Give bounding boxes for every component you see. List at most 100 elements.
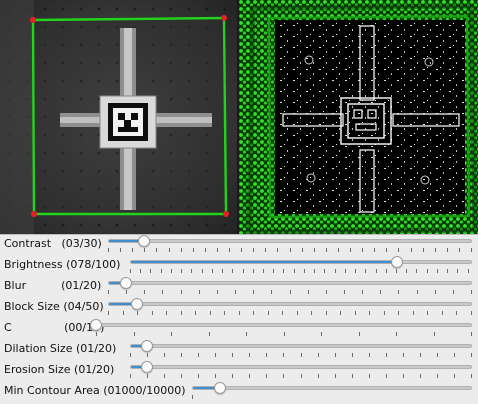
slider-tick: [368, 374, 370, 378]
slider-dilation-size: Dilation Size (01/20): [0, 340, 478, 361]
slider-tick: [232, 269, 234, 273]
slider-track[interactable]: [96, 323, 472, 327]
slider-tick: [471, 374, 472, 378]
slider-tick: [385, 353, 387, 357]
slider-tick: [170, 269, 172, 273]
slider-handle[interactable]: [131, 298, 144, 310]
slider-tick: [253, 311, 255, 315]
slider-tick: [266, 374, 268, 378]
slider-min-contour-area: Min Contour Area (01000/10000): [0, 382, 478, 403]
slider-tick: [351, 353, 353, 357]
slider-handle[interactable]: [90, 319, 102, 331]
slider-tick: [283, 269, 285, 273]
slider-handle[interactable]: [138, 235, 151, 247]
slider-tick: [164, 374, 166, 378]
slider-track[interactable]: [130, 260, 472, 264]
slider-tick: [453, 374, 455, 378]
slider-tick: [180, 311, 182, 315]
slider-tick: [160, 269, 162, 273]
slider-tick: [467, 269, 469, 273]
slider-blur: Blur (01/20): [0, 277, 478, 298]
slider-tick: [133, 332, 135, 336]
slider-tick: [471, 248, 472, 252]
slider-tick: [156, 248, 158, 252]
slider-tick: [334, 353, 336, 357]
slider-tick: [313, 248, 315, 252]
slider-c: C (00/10): [0, 319, 478, 340]
slider-tick: [296, 311, 298, 315]
slider-tick: [249, 374, 251, 378]
slider-contrast: Contrast (03/30): [0, 235, 478, 256]
slider-tick: [398, 248, 400, 252]
slider-ticks: [192, 395, 472, 400]
slider-tick: [300, 374, 302, 378]
slider-handle[interactable]: [141, 340, 154, 352]
slider-tick: [354, 311, 356, 315]
slider-tick: [300, 353, 302, 357]
slider-tick: [180, 248, 182, 252]
slider-tick: [402, 353, 404, 357]
slider-tick: [246, 332, 247, 336]
slider-tick: [457, 269, 459, 273]
slider-tick: [358, 332, 360, 336]
slider-tick: [198, 353, 200, 357]
slider-ticks: [108, 248, 472, 253]
slider-tick: [456, 311, 458, 315]
slider-tick: [386, 248, 388, 252]
slider-tick: [204, 248, 206, 252]
slider-track[interactable]: [108, 239, 472, 243]
slider-tick: [235, 290, 237, 294]
slider-tick: [436, 374, 438, 378]
slider-track[interactable]: [108, 302, 472, 306]
slider-tick: [150, 269, 152, 273]
slider-track[interactable]: [108, 281, 472, 285]
slider-tick: [283, 353, 285, 357]
slider-tick: [192, 395, 193, 399]
slider-handle[interactable]: [390, 256, 403, 268]
slider-tick: [168, 248, 170, 252]
image-views: [0, 0, 478, 234]
slider-tick: [447, 269, 449, 273]
threshold-view: [239, 0, 478, 234]
slider-tick: [108, 311, 109, 315]
slider-tick: [471, 332, 472, 336]
slider-track[interactable]: [192, 386, 472, 390]
slider-tick: [271, 290, 273, 294]
slider-handle[interactable]: [214, 382, 226, 394]
slider-tick: [385, 374, 387, 378]
slider-ticks: [130, 353, 472, 358]
slider-tick: [355, 269, 357, 273]
slider-tick: [396, 332, 397, 336]
slider-erosion-size: Erosion Size (01/20): [0, 361, 478, 382]
slider-tick: [198, 290, 200, 294]
slider-tick: [471, 311, 472, 315]
slider-tick: [314, 269, 316, 273]
slider-tick: [433, 332, 435, 336]
slider-tick: [198, 374, 200, 378]
slider-tick: [262, 269, 264, 273]
slider-tick: [192, 248, 194, 252]
slider-handle[interactable]: [120, 277, 133, 289]
slider-tick: [369, 311, 371, 315]
slider-label: Brightness (078/100): [4, 258, 121, 271]
slider-tick: [410, 248, 412, 252]
slider-tick: [383, 311, 385, 315]
slider-tick: [209, 311, 211, 315]
slider-label: Blur (01/20): [4, 279, 102, 292]
slider-tick: [132, 248, 134, 252]
slider-tick: [334, 269, 336, 273]
slider-tick: [419, 374, 421, 378]
slider-tick: [340, 311, 342, 315]
slider-tick: [108, 248, 109, 252]
slider-tick: [380, 290, 382, 294]
slider-ticks: [96, 332, 472, 337]
slider-tick: [216, 290, 218, 294]
slider-tick: [283, 374, 285, 378]
slider-tick: [224, 311, 226, 315]
slider-handle[interactable]: [141, 361, 154, 373]
slider-tick: [211, 269, 213, 273]
slider-tick: [334, 374, 336, 378]
slider-track[interactable]: [130, 344, 472, 348]
slider-track[interactable]: [130, 365, 472, 369]
slider-tick: [362, 248, 364, 252]
